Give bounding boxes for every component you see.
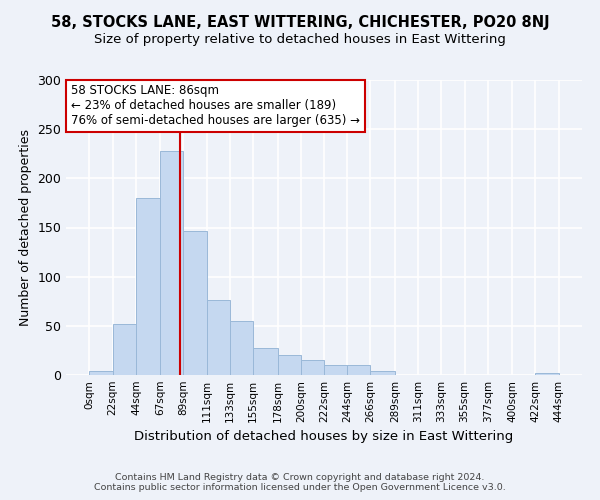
Text: 58 STOCKS LANE: 86sqm
← 23% of detached houses are smaller (189)
76% of semi-det: 58 STOCKS LANE: 86sqm ← 23% of detached … — [71, 84, 360, 128]
Bar — [113, 324, 136, 375]
Bar — [347, 365, 370, 375]
Bar — [324, 365, 347, 375]
Text: Size of property relative to detached houses in East Wittering: Size of property relative to detached ho… — [94, 32, 506, 46]
Bar — [136, 198, 160, 375]
Bar — [253, 348, 278, 375]
X-axis label: Distribution of detached houses by size in East Wittering: Distribution of detached houses by size … — [134, 430, 514, 444]
Bar — [278, 356, 301, 375]
Bar — [184, 232, 207, 375]
Bar — [230, 321, 253, 375]
Bar — [160, 151, 184, 375]
Bar — [301, 360, 324, 375]
Bar — [535, 373, 559, 375]
Y-axis label: Number of detached properties: Number of detached properties — [19, 129, 32, 326]
Bar — [89, 371, 113, 375]
Text: 58, STOCKS LANE, EAST WITTERING, CHICHESTER, PO20 8NJ: 58, STOCKS LANE, EAST WITTERING, CHICHES… — [50, 15, 550, 30]
Bar — [207, 300, 230, 375]
Text: Contains HM Land Registry data © Crown copyright and database right 2024.
Contai: Contains HM Land Registry data © Crown c… — [94, 473, 506, 492]
Bar — [370, 371, 395, 375]
